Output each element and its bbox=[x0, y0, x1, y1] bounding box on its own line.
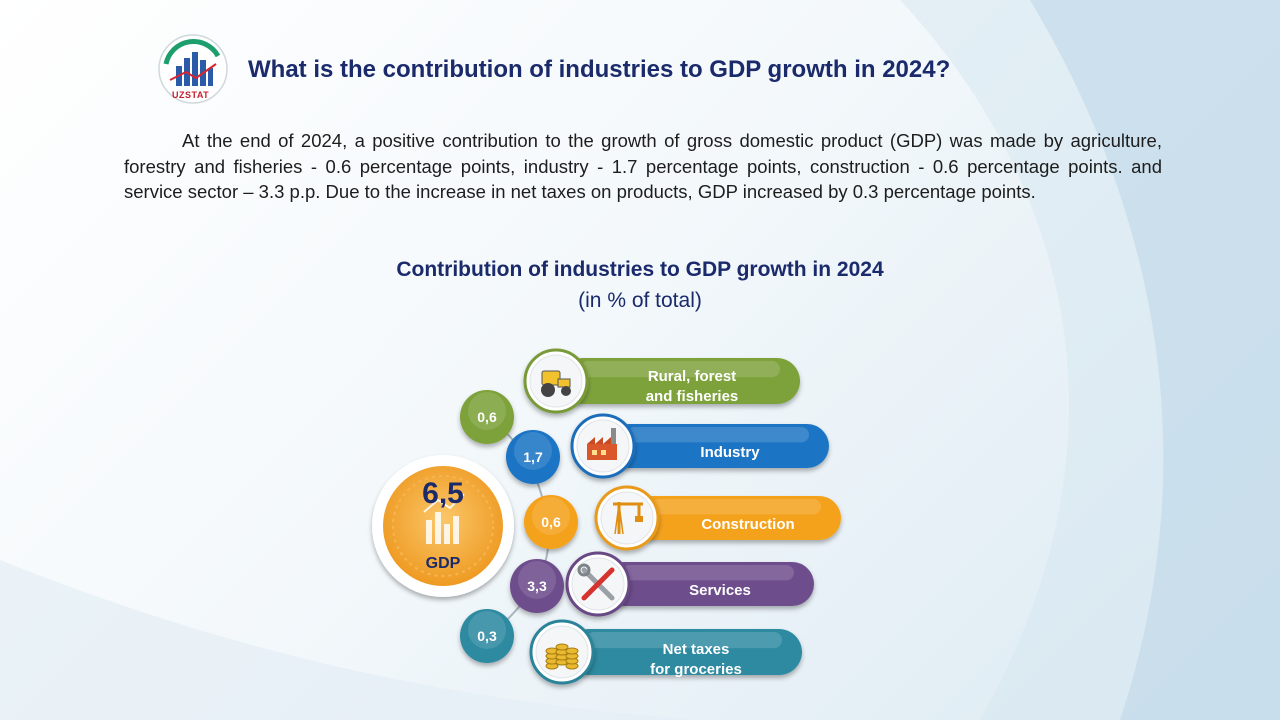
category-label-net-taxes: for groceries bbox=[650, 661, 742, 678]
icon-circle-services bbox=[565, 551, 631, 617]
icon-circle-industry bbox=[570, 413, 636, 479]
tractor-icon bbox=[541, 370, 571, 397]
gdp-bars-icon bbox=[423, 493, 465, 544]
row-net-taxes: Net taxes for groceries 0,3 bbox=[460, 609, 802, 685]
chart-title: Contribution of industries to GDP growth… bbox=[396, 258, 884, 281]
gdp-total-value: 6,5 bbox=[422, 477, 464, 510]
category-label-net-taxes: Net taxes bbox=[663, 641, 730, 658]
icon-circle-construction bbox=[594, 485, 660, 551]
row-industry: Industry 1,7 bbox=[506, 413, 829, 484]
description-paragraph: At the end of 2024, a positive contribut… bbox=[124, 130, 1162, 202]
category-label-agriculture: and fisheries bbox=[646, 388, 739, 405]
uzstat-logo bbox=[158, 34, 228, 104]
gdp-total-circle: 6,5 GDP bbox=[372, 455, 514, 597]
value-circle-net-taxes: 0,3 bbox=[460, 609, 514, 663]
category-label-services: Services bbox=[689, 582, 751, 599]
pill-construction bbox=[631, 496, 841, 540]
row-agriculture: Rural, forest and fisheries 0,6 bbox=[460, 348, 800, 444]
pill-agriculture bbox=[560, 358, 800, 404]
icon-circle-net-taxes bbox=[529, 619, 595, 685]
pill-gloss-net-taxes bbox=[586, 632, 782, 649]
category-label-agriculture: Rural, forest bbox=[648, 368, 736, 385]
pill-net-taxes bbox=[566, 629, 802, 675]
value-label-construction: 0,6 bbox=[541, 514, 561, 530]
value-circle-construction: 0,6 bbox=[524, 495, 578, 549]
value-circle-industry: 1,7 bbox=[506, 430, 560, 484]
chart-subtitle: (in % of total) bbox=[578, 289, 702, 312]
pill-services bbox=[602, 562, 814, 606]
category-label-construction: Construction bbox=[701, 516, 794, 533]
icon-circle-agriculture bbox=[523, 348, 589, 414]
pill-gloss-services bbox=[622, 565, 794, 581]
value-label-agriculture: 0,6 bbox=[477, 409, 497, 425]
value-circle-agriculture: 0,6 bbox=[460, 390, 514, 444]
logo-text: UZSTAT bbox=[172, 90, 210, 100]
row-services: Services 3,3 bbox=[510, 551, 814, 617]
value-label-industry: 1,7 bbox=[523, 449, 543, 465]
value-circle-services: 3,3 bbox=[510, 559, 564, 613]
crane-icon bbox=[613, 502, 643, 535]
factory-icon bbox=[587, 428, 617, 460]
pill-gloss-industry bbox=[627, 427, 809, 443]
row-construction: Construction 0,6 bbox=[524, 485, 841, 551]
tools-icon bbox=[577, 563, 615, 601]
gdp-total-label: GDP bbox=[426, 555, 461, 572]
pill-industry bbox=[607, 424, 829, 468]
pill-gloss-agriculture bbox=[580, 361, 780, 378]
value-label-services: 3,3 bbox=[527, 578, 547, 594]
category-label-industry: Industry bbox=[700, 444, 760, 461]
coins-icon bbox=[545, 643, 579, 670]
value-label-net-taxes: 0,3 bbox=[477, 628, 497, 644]
page-title: What is the contribution of industries t… bbox=[248, 56, 951, 83]
pill-gloss-construction bbox=[651, 499, 821, 515]
